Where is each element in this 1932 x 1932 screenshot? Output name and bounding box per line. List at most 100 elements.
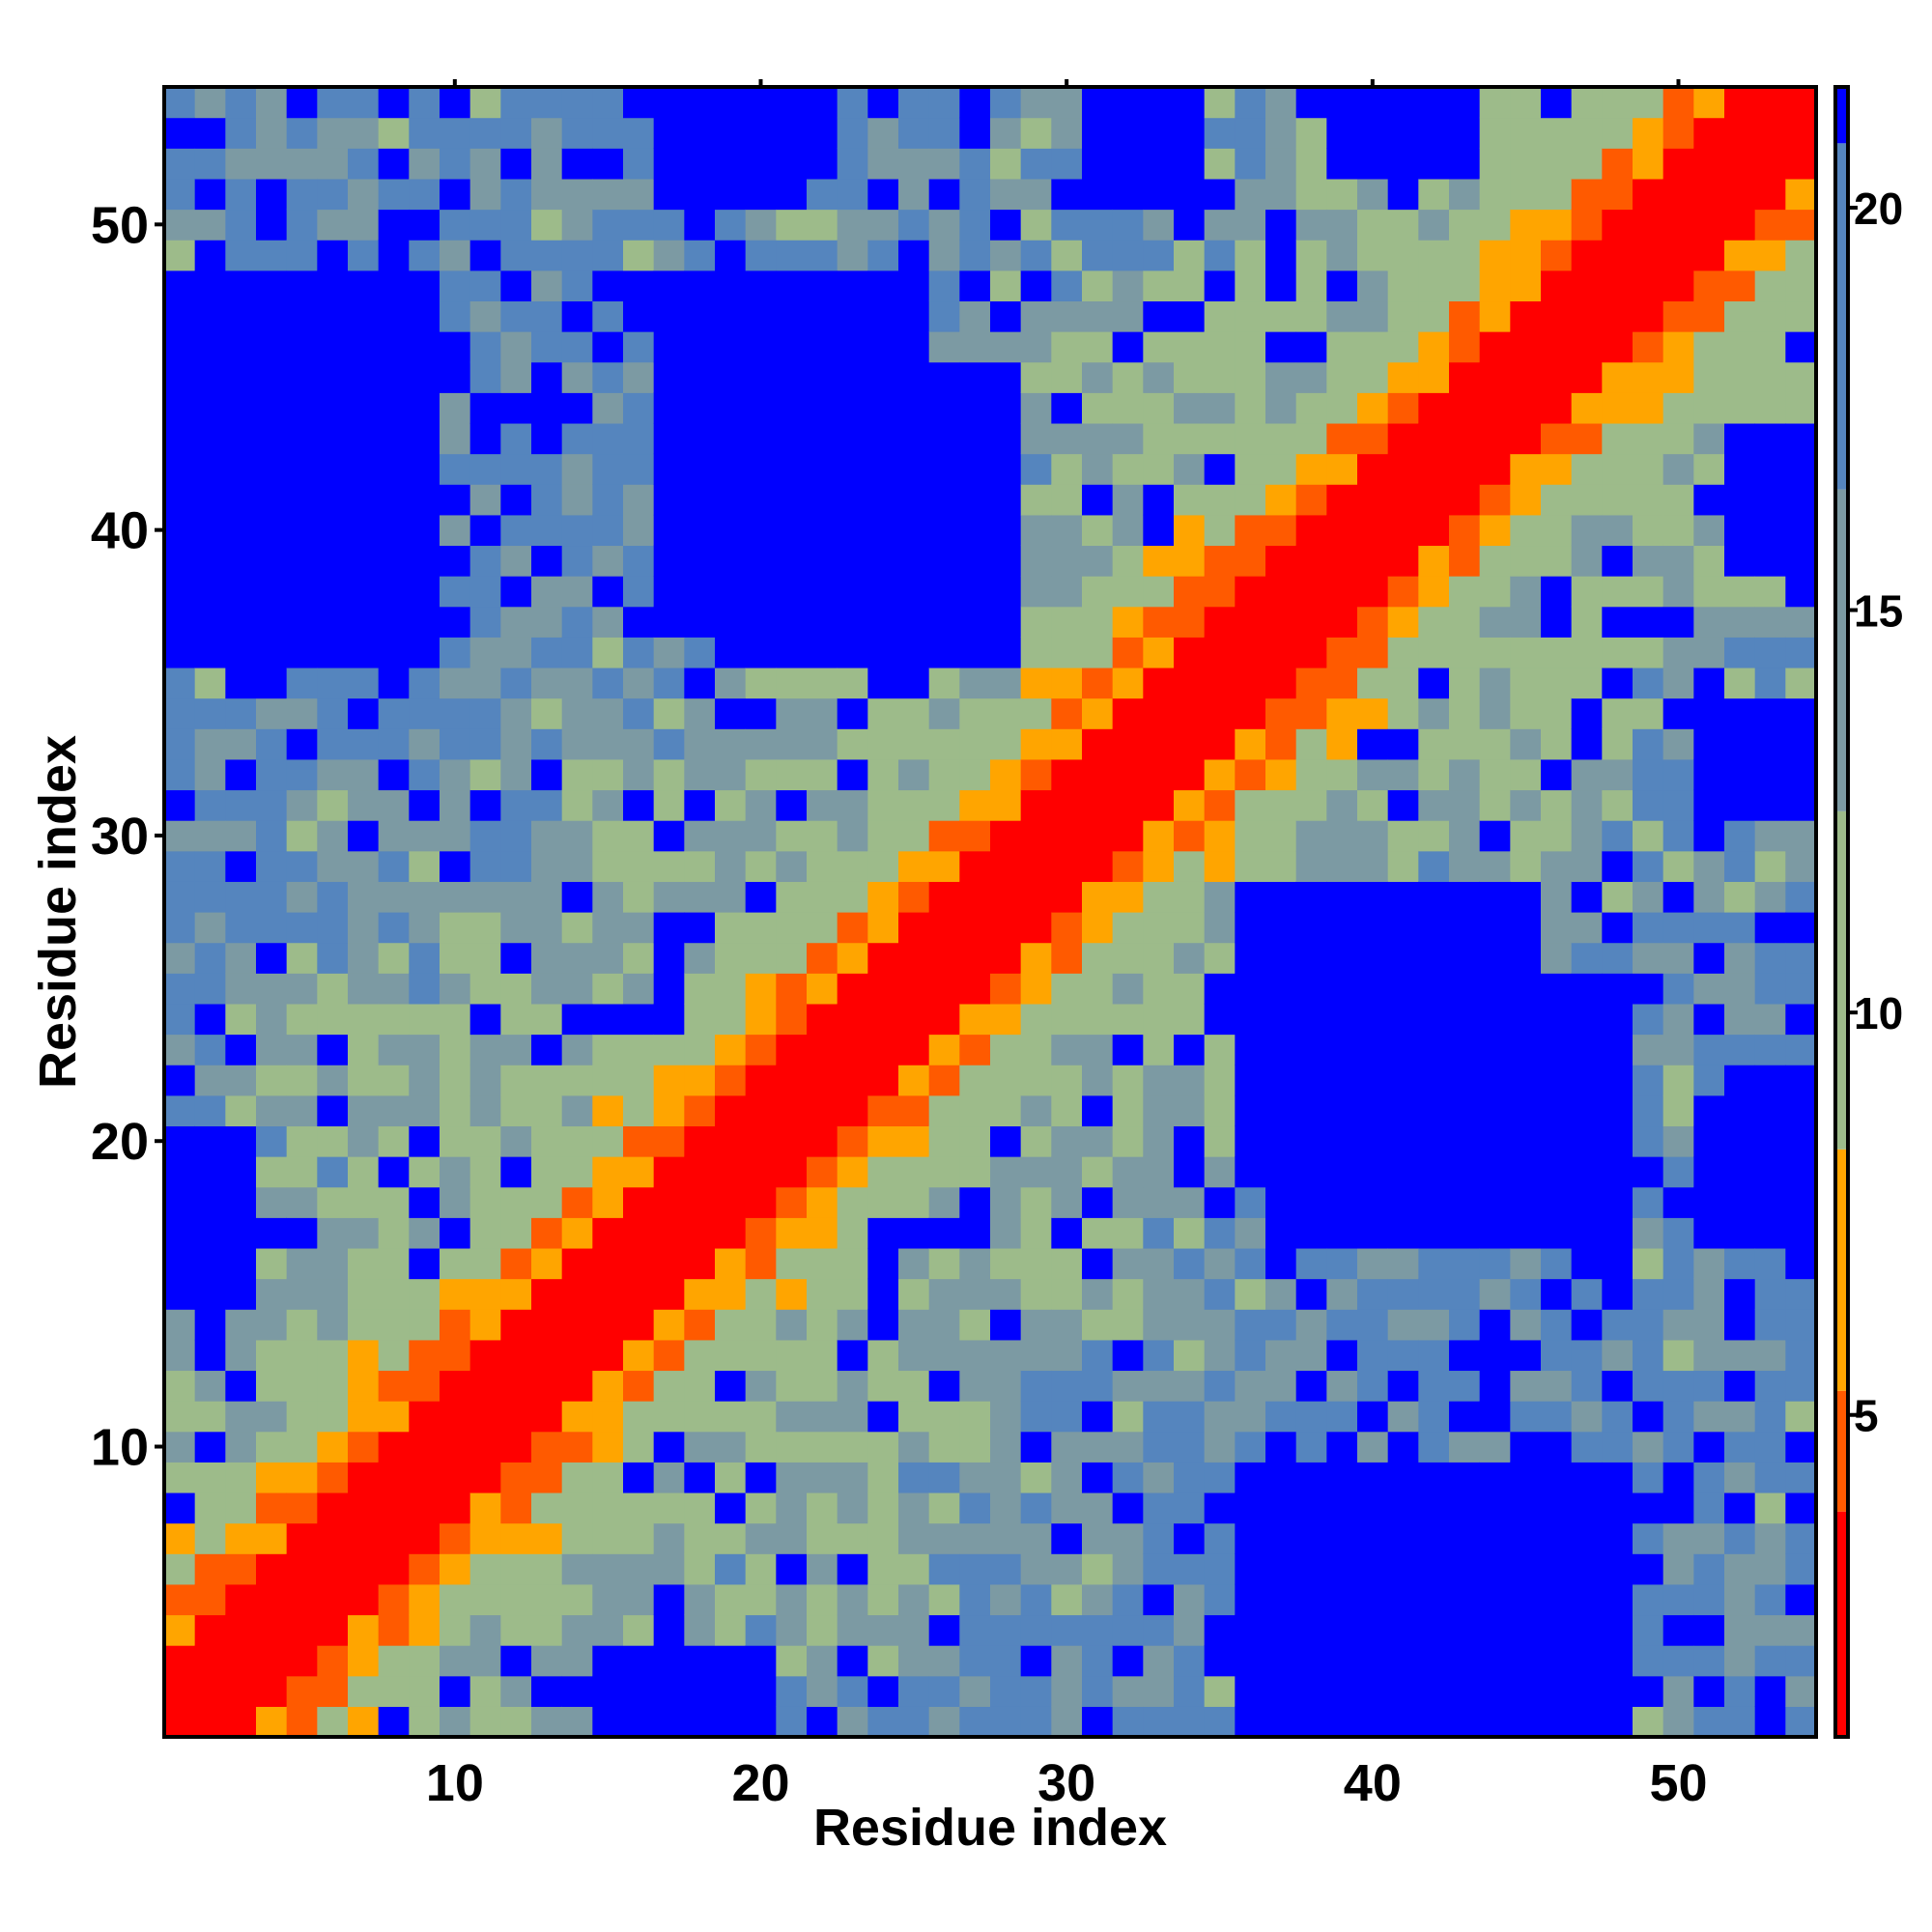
heatmap-cell: [317, 1217, 349, 1249]
heatmap-cell: [500, 1645, 532, 1677]
heatmap-cell: [1633, 1553, 1664, 1585]
heatmap-cell: [194, 1186, 226, 1218]
heatmap-cell: [1602, 1034, 1634, 1065]
heatmap-cell: [194, 1125, 226, 1157]
heatmap-cell: [928, 789, 960, 821]
heatmap-cell: [1449, 1706, 1481, 1738]
heatmap-cell: [1785, 1278, 1817, 1310]
heatmap-cell: [1541, 1583, 1573, 1616]
heatmap-cell: [745, 331, 777, 363]
heatmap-cell: [1235, 1614, 1266, 1646]
heatmap-cell: [1754, 667, 1786, 699]
heatmap-cell: [1357, 1553, 1389, 1585]
heatmap-cell: [531, 606, 563, 638]
heatmap-cell: [1082, 758, 1114, 791]
heatmap-cell: [1602, 912, 1634, 944]
heatmap-cell: [1020, 178, 1052, 211]
heatmap-cell: [1112, 1614, 1144, 1646]
heatmap-cell: [1662, 1462, 1694, 1493]
heatmap-cell: [684, 545, 716, 577]
heatmap-cell: [225, 148, 257, 180]
heatmap-cell: [440, 606, 471, 638]
heatmap-cell: [348, 1156, 380, 1188]
heatmap-cell: [1418, 820, 1450, 852]
heatmap-cell: [500, 1186, 532, 1218]
heatmap-cell: [1724, 942, 1756, 974]
heatmap-cell: [1602, 606, 1634, 638]
heatmap-cell: [500, 331, 532, 363]
heatmap-cell: [1112, 1431, 1144, 1463]
heatmap-cell: [898, 87, 930, 119]
heatmap-cell: [531, 87, 563, 119]
heatmap-cell: [1235, 87, 1266, 119]
heatmap-cell: [745, 1431, 777, 1463]
heatmap-cell: [745, 912, 777, 944]
heatmap-cell: [1295, 240, 1327, 271]
heatmap-cell: [1357, 758, 1389, 791]
heatmap-cell: [959, 270, 991, 302]
heatmap-cell: [531, 1583, 563, 1616]
heatmap-cell: [1020, 1645, 1052, 1677]
heatmap-cell: [928, 820, 960, 852]
colorbar-frame: [1833, 85, 1850, 1739]
heatmap-cell: [1235, 148, 1266, 180]
heatmap-cell: [1754, 942, 1786, 974]
heatmap-cell: [1754, 453, 1786, 485]
heatmap-cell: [317, 1003, 349, 1036]
heatmap-cell: [194, 1614, 226, 1646]
heatmap-cell: [194, 1217, 226, 1249]
heatmap-cell: [500, 1065, 532, 1096]
heatmap-cell: [1174, 758, 1206, 791]
heatmap-cell: [194, 545, 226, 577]
heatmap-cell: [1112, 270, 1144, 302]
heatmap-cell: [348, 789, 380, 821]
heatmap-cell: [469, 1217, 501, 1249]
heatmap-cell: [1295, 1675, 1327, 1707]
heatmap-cell: [194, 1645, 226, 1677]
heatmap-cell: [1693, 697, 1725, 729]
heatmap-cell: [1754, 1247, 1786, 1280]
heatmap-cell: [194, 1370, 226, 1402]
heatmap-cell: [1693, 1309, 1725, 1341]
heatmap-cell: [1418, 637, 1450, 668]
heatmap-cell: [378, 1492, 410, 1524]
heatmap-cell: [1418, 1522, 1450, 1554]
heatmap-cell: [1693, 1370, 1725, 1402]
heatmap-cell: [837, 514, 868, 547]
heatmap-cell: [1785, 850, 1817, 882]
heatmap-cell: [348, 270, 380, 302]
heatmap-cell: [1295, 942, 1327, 974]
heatmap-cell: [776, 1645, 808, 1677]
heatmap-cell: [469, 1583, 501, 1616]
heatmap-cell: [1082, 1706, 1114, 1738]
heatmap-cell: [1602, 392, 1634, 424]
heatmap-cell: [286, 1094, 318, 1127]
heatmap-cell: [715, 912, 747, 944]
heatmap-cell: [1112, 331, 1144, 363]
heatmap-cell: [1174, 576, 1206, 608]
heatmap-cell: [1449, 331, 1481, 363]
heatmap-cell: [684, 697, 716, 729]
heatmap-cell: [1785, 178, 1817, 211]
heatmap-cell: [1602, 881, 1634, 913]
heatmap-cell: [867, 758, 899, 791]
heatmap-cell: [1082, 1065, 1114, 1096]
heatmap-cell: [1479, 422, 1511, 455]
heatmap-cell: [898, 240, 930, 271]
heatmap-cell: [1662, 1645, 1694, 1677]
heatmap-cell: [1785, 392, 1817, 424]
heatmap-cell: [592, 1094, 624, 1127]
heatmap-cell: [898, 1156, 930, 1188]
heatmap-cell: [684, 1583, 716, 1616]
heatmap-cell: [1724, 1675, 1756, 1707]
heatmap-cell: [592, 973, 624, 1005]
heatmap-cell: [1112, 300, 1144, 332]
heatmap-cell: [1693, 1492, 1725, 1524]
heatmap-cell: [1051, 1614, 1083, 1646]
heatmap-cell: [1295, 1645, 1327, 1677]
heatmap-cell: [1143, 178, 1175, 211]
heatmap-cell: [286, 148, 318, 180]
heatmap-cell: [653, 1309, 685, 1341]
heatmap-cell: [409, 576, 440, 608]
heatmap-cell: [1082, 361, 1114, 393]
